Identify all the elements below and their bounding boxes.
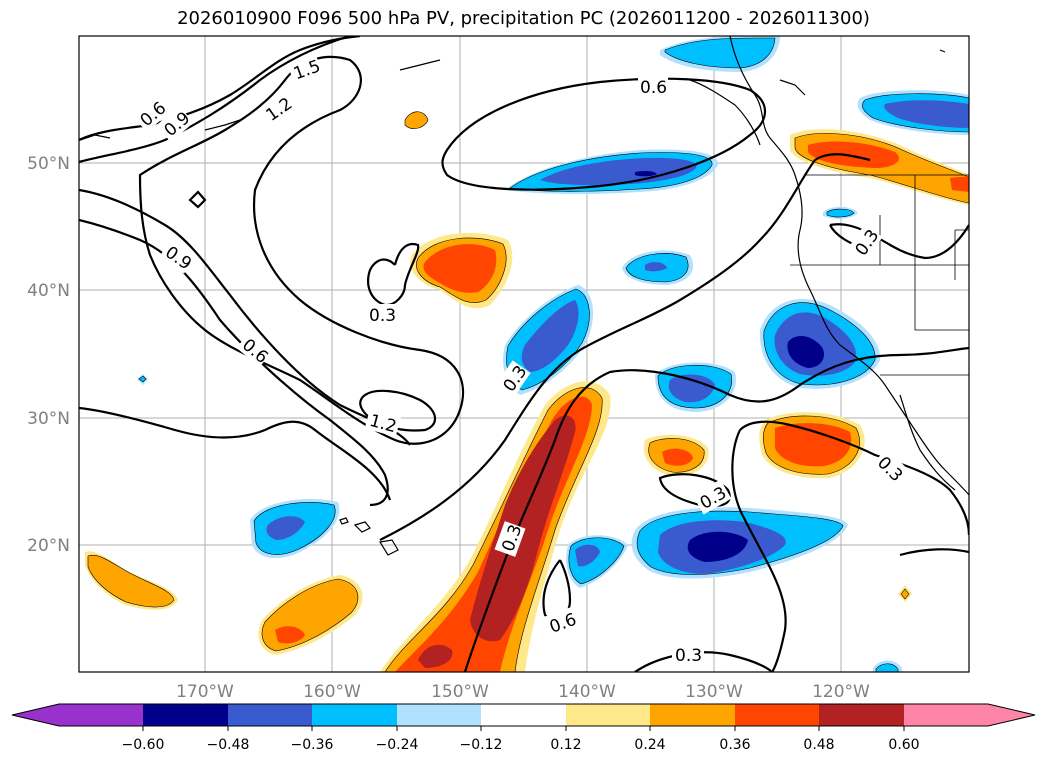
map-title: 2026010900 F096 500 hPa PV, precipitatio… — [177, 8, 870, 29]
colorbar-segment — [904, 704, 1035, 726]
contour-label: 0.3 — [675, 646, 702, 666]
map-plot-area: 1.5 1.2 0.9 0.6 0.6 0.9 0.6 0.3 1.2 0.3 … — [79, 36, 969, 672]
colorbar-segment — [481, 704, 566, 726]
colorbar-tick-label: 0.36 — [719, 737, 750, 753]
colorbar-ticks — [142, 726, 905, 731]
contour-label: 0.6 — [640, 78, 667, 98]
colorbar-segment — [228, 704, 312, 726]
colorbar-tick-label: −0.60 — [122, 737, 165, 753]
longitude-labels: 170°W 160°W 150°W 140°W 130°W 120°W — [176, 682, 870, 702]
lon-label: 150°W — [431, 682, 489, 702]
colorbar-tick-label: −0.48 — [207, 737, 250, 753]
latitude-labels: 50°N 40°N 30°N 20°N — [27, 154, 70, 556]
colorbar-segment — [819, 704, 904, 726]
colorbar-outline — [11, 703, 1036, 727]
map-frame — [78, 35, 970, 673]
colorbar-segment — [12, 704, 143, 726]
colorbar-tick-label: −0.36 — [291, 737, 334, 753]
colorbar-tick-label: 0.24 — [634, 737, 665, 753]
lat-label: 50°N — [27, 154, 70, 174]
contour-label: 0.3 — [369, 306, 396, 326]
colorbar-segment — [397, 704, 481, 726]
colorbar-segment — [735, 704, 819, 726]
colorbar-tick-label: −0.12 — [460, 737, 503, 753]
lon-label: 120°W — [812, 682, 870, 702]
lon-label: 160°W — [303, 682, 361, 702]
colorbar-segment — [143, 704, 228, 726]
colorbar-tick-label: 0.60 — [888, 737, 919, 753]
colorbar-segment — [312, 704, 397, 726]
lat-label: 30°N — [27, 409, 70, 429]
colorbar-segment — [566, 704, 650, 726]
colorbar-tick-label: 0.48 — [803, 737, 834, 753]
colorbar-tick-label: −0.24 — [376, 737, 419, 753]
colorbar: −0.60 −0.48 −0.36 −0.24 −0.12 0.12 0.24 … — [11, 703, 1036, 753]
colorbar-segment — [650, 704, 735, 726]
lon-label: 130°W — [685, 682, 743, 702]
coastlines — [79, 36, 969, 556]
lat-label: 20°N — [27, 536, 70, 556]
colorbar-tick-label: 0.12 — [550, 737, 581, 753]
lat-label: 40°N — [27, 281, 70, 301]
lon-label: 140°W — [558, 682, 616, 702]
lon-label: 170°W — [176, 682, 234, 702]
